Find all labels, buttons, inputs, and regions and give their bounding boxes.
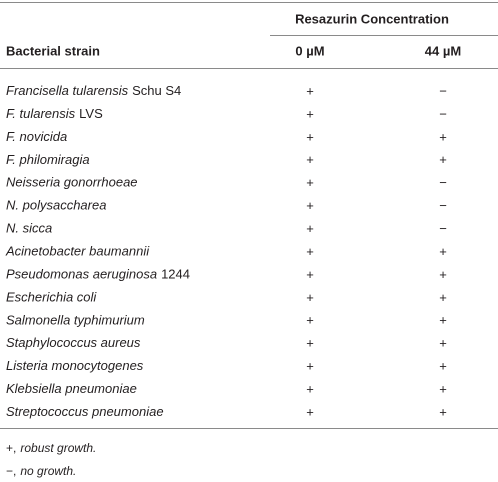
species: F. philomiragia xyxy=(6,152,90,167)
growth-cell: − xyxy=(439,106,447,121)
strain-name: F. philomiragia xyxy=(6,152,90,167)
growth-cell: + xyxy=(306,336,314,351)
growth-cell: + xyxy=(306,152,314,167)
growth-cell: + xyxy=(306,175,314,190)
growth-cell: + xyxy=(439,244,447,259)
species: F. novicida xyxy=(6,129,67,144)
growth-cell: + xyxy=(306,129,314,144)
growth-cell: − xyxy=(439,83,447,98)
growth-cell: + xyxy=(439,382,447,397)
growth-cell: + xyxy=(306,290,314,305)
strain: 1244 xyxy=(161,267,190,282)
growth-cell: + xyxy=(439,336,447,351)
strain-name: Neisseria gonorrhoeae xyxy=(6,175,138,190)
growth-cell: + xyxy=(306,83,314,98)
strain-name: Pseudomonas aeruginosa 1244 xyxy=(6,267,190,282)
species: N. sicca xyxy=(6,221,52,236)
footnote: +, robust growth. xyxy=(6,441,96,455)
footnote-symbol: +, xyxy=(6,441,16,455)
growth-cell: + xyxy=(439,267,447,282)
growth-cell: + xyxy=(306,106,314,121)
strain-name: Klebsiella pneumoniae xyxy=(6,382,137,397)
strain-name: Francisella tularensis Schu S4 xyxy=(6,83,181,98)
footnote: −, no growth. xyxy=(6,464,76,478)
species: Salmonella typhimurium xyxy=(6,313,145,328)
species: N. polysaccharea xyxy=(6,198,106,213)
species: F. tularensis xyxy=(6,106,76,121)
strain-name: F. novicida xyxy=(6,129,67,144)
strain-name: Staphylococcus aureus xyxy=(6,336,141,351)
footnote-text: robust growth. xyxy=(20,441,96,455)
species: Escherichia coli xyxy=(6,290,97,305)
growth-cell: − xyxy=(439,175,447,190)
species: Streptococcus pneumoniae xyxy=(6,404,164,419)
growth-cell: − xyxy=(439,198,447,213)
growth-cell: + xyxy=(439,359,447,374)
growth-cell: + xyxy=(439,290,447,305)
group-header: Resazurin Concentration xyxy=(295,11,449,26)
growth-cell: + xyxy=(306,382,314,397)
growth-cell: + xyxy=(439,404,447,419)
strain-name: N. polysaccharea xyxy=(6,198,106,213)
species: Pseudomonas aeruginosa xyxy=(6,267,157,282)
growth-cell: + xyxy=(306,198,314,213)
footnote-text: no growth. xyxy=(20,464,76,478)
column-header: 0 µM xyxy=(295,43,324,58)
column-header: Bacterial strain xyxy=(6,43,100,58)
growth-cell: + xyxy=(306,221,314,236)
strain-name: Acinetobacter baumannii xyxy=(5,244,150,259)
species: Listeria monocytogenes xyxy=(6,359,144,374)
species: Francisella tularensis xyxy=(6,83,129,98)
strain-name: Streptococcus pneumoniae xyxy=(6,404,164,419)
species: Klebsiella pneumoniae xyxy=(6,382,137,397)
strain-name: Salmonella typhimurium xyxy=(6,313,145,328)
growth-cell: + xyxy=(306,404,314,419)
species: Staphylococcus aureus xyxy=(6,336,141,351)
growth-cell: + xyxy=(439,129,447,144)
growth-cell: + xyxy=(439,152,447,167)
strain-name: F. tularensis LVS xyxy=(6,106,103,121)
growth-cell: + xyxy=(306,359,314,374)
growth-cell: + xyxy=(439,313,447,328)
strain: LVS xyxy=(79,106,103,121)
strain-name: Listeria monocytogenes xyxy=(6,359,144,374)
growth-cell: + xyxy=(306,244,314,259)
strain: Schu S4 xyxy=(132,83,181,98)
species: Neisseria gonorrhoeae xyxy=(6,175,138,190)
strain-name: N. sicca xyxy=(6,221,52,236)
footnote-symbol: −, xyxy=(6,464,16,478)
species: Acinetobacter baumannii xyxy=(5,244,150,259)
growth-cell: + xyxy=(306,313,314,328)
growth-cell: − xyxy=(439,221,447,236)
growth-cell: + xyxy=(306,267,314,282)
strain-name: Escherichia coli xyxy=(6,290,97,305)
column-header: 44 µM xyxy=(425,43,461,58)
